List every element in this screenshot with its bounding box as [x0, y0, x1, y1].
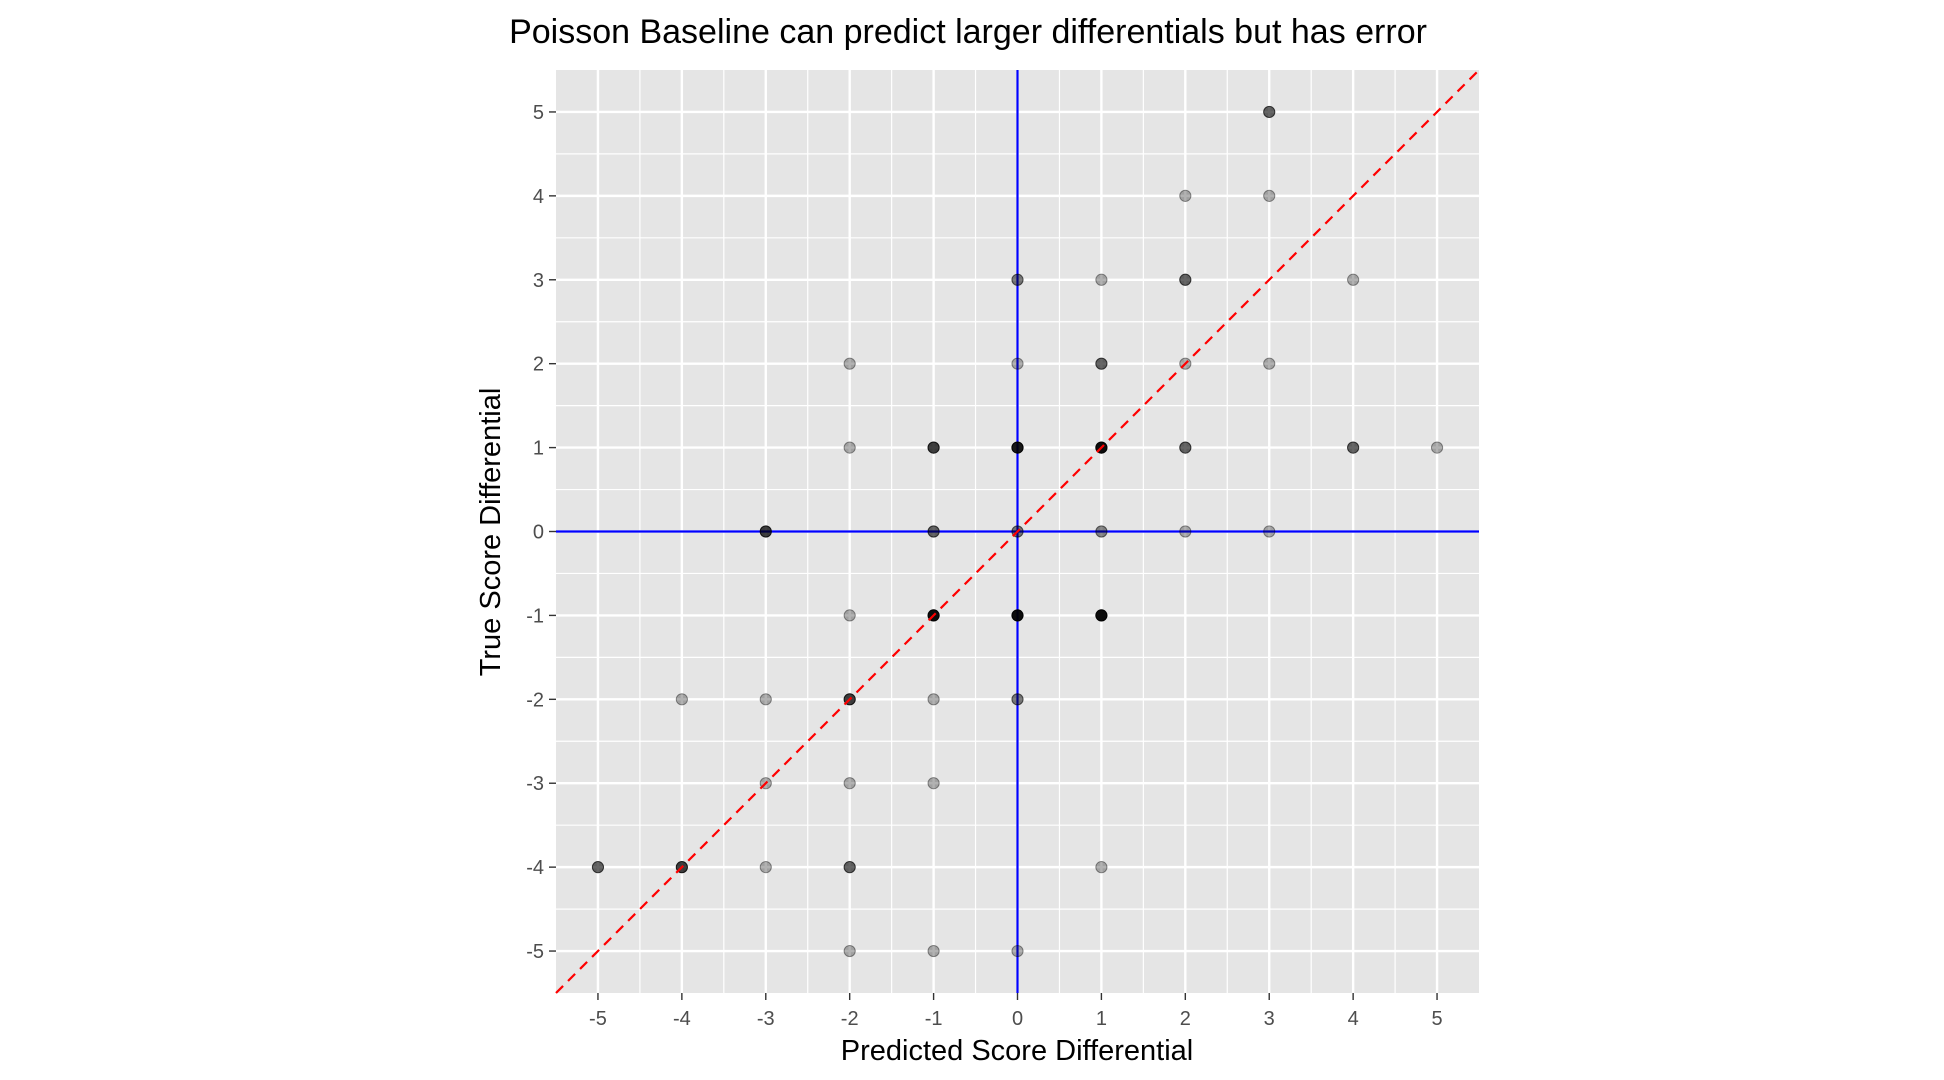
axis-ticks — [549, 111, 1438, 1000]
data-point — [1095, 861, 1108, 874]
y-tick-label: -4 — [526, 857, 544, 879]
data-point — [1011, 693, 1024, 706]
data-point — [1179, 441, 1192, 454]
data-point — [759, 693, 772, 706]
chart-title: Poisson Baseline can predict larger diff… — [509, 13, 1427, 51]
data-point — [1263, 357, 1276, 370]
y-tick-label: -3 — [526, 773, 544, 795]
data-point — [1011, 273, 1024, 286]
y-tick-label: 5 — [533, 102, 544, 124]
data-point — [843, 861, 856, 874]
x-tick-label: -3 — [757, 1008, 775, 1030]
data-point — [1179, 189, 1192, 202]
data-point — [1095, 273, 1108, 286]
data-point — [927, 525, 940, 538]
data-point — [1263, 189, 1276, 202]
y-tick-label: 1 — [533, 438, 544, 460]
x-tick-label: -1 — [925, 1008, 943, 1030]
y-tick-label: 0 — [533, 522, 544, 544]
data-point — [927, 693, 940, 706]
data-point — [759, 861, 772, 874]
data-point — [1179, 273, 1192, 286]
data-point — [927, 777, 940, 790]
data-point — [843, 777, 856, 790]
data-point — [591, 861, 605, 874]
x-tick-label: 5 — [1431, 1008, 1442, 1030]
y-tick-label: 3 — [533, 270, 544, 292]
x-tick-labels: -5 -4 -3 -2 -1 0 1 2 3 4 5 — [589, 1008, 1443, 1030]
data-point — [1263, 105, 1276, 119]
data-point — [1095, 525, 1108, 538]
x-tick-label: 1 — [1096, 1008, 1107, 1030]
data-point — [843, 609, 856, 622]
data-point — [1011, 609, 1024, 622]
data-point — [843, 357, 856, 370]
data-point — [1011, 441, 1024, 454]
y-tick-label: -2 — [526, 689, 544, 711]
data-point — [927, 441, 940, 454]
data-point — [1011, 944, 1024, 958]
y-tick-label: -1 — [526, 605, 544, 627]
y-tick-label: 4 — [533, 186, 544, 208]
y-axis-title: True Score Differential — [475, 388, 507, 677]
data-point — [1179, 525, 1192, 538]
data-point — [1263, 525, 1276, 538]
identity-line-layer — [555, 69, 1480, 994]
data-point — [1095, 357, 1108, 370]
x-tick-label: 4 — [1348, 1008, 1359, 1030]
y-tick-label: 2 — [533, 354, 544, 376]
data-point — [1347, 273, 1360, 286]
data-points — [591, 105, 1444, 958]
y-tick-label: -5 — [526, 941, 544, 963]
data-point — [1430, 441, 1444, 454]
identity-line — [555, 69, 1480, 994]
y-tick-labels: -5 -4 -3 -2 -1 0 1 2 3 4 5 — [526, 102, 544, 963]
data-point — [1095, 609, 1108, 622]
x-tick-label: 2 — [1180, 1008, 1191, 1030]
data-point — [927, 944, 940, 958]
data-point — [1347, 441, 1360, 454]
data-point — [1011, 357, 1024, 370]
x-tick-label: -2 — [841, 1008, 859, 1030]
x-tick-label: 3 — [1264, 1008, 1275, 1030]
x-axis-title: Predicted Score Differential — [841, 1035, 1193, 1067]
data-point — [675, 693, 688, 706]
x-tick-label: -4 — [673, 1008, 691, 1030]
data-point — [843, 441, 856, 454]
data-point — [843, 944, 856, 958]
x-tick-label: 0 — [1012, 1008, 1023, 1030]
x-tick-label: -5 — [589, 1008, 607, 1030]
data-point — [759, 525, 772, 538]
